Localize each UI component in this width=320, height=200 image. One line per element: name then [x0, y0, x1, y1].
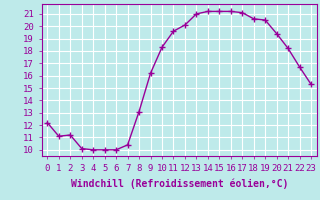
X-axis label: Windchill (Refroidissement éolien,°C): Windchill (Refroidissement éolien,°C)	[70, 178, 288, 189]
